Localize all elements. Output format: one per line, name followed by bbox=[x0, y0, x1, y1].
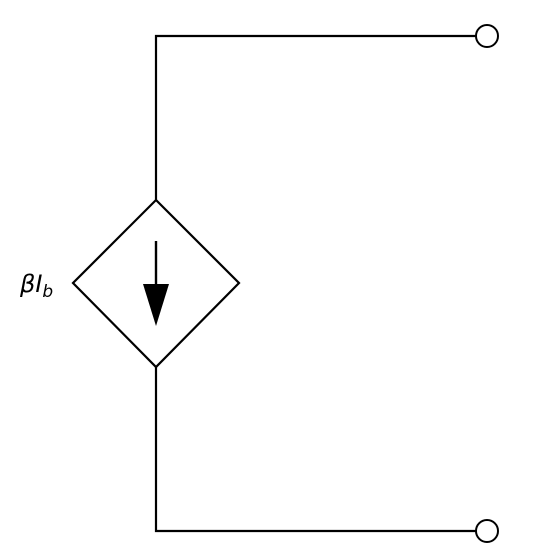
bottom-wire bbox=[154, 365, 478, 533]
top-wire bbox=[154, 34, 478, 202]
top-terminal[interactable] bbox=[475, 24, 499, 48]
down-arrow-icon bbox=[143, 284, 169, 326]
source-label-subscript: b bbox=[42, 282, 53, 302]
source-label: βIb bbox=[19, 270, 53, 302]
bottom-terminal[interactable] bbox=[475, 519, 499, 543]
dependent-current-source[interactable] bbox=[71, 198, 241, 369]
source-label-main: βI bbox=[19, 270, 42, 298]
